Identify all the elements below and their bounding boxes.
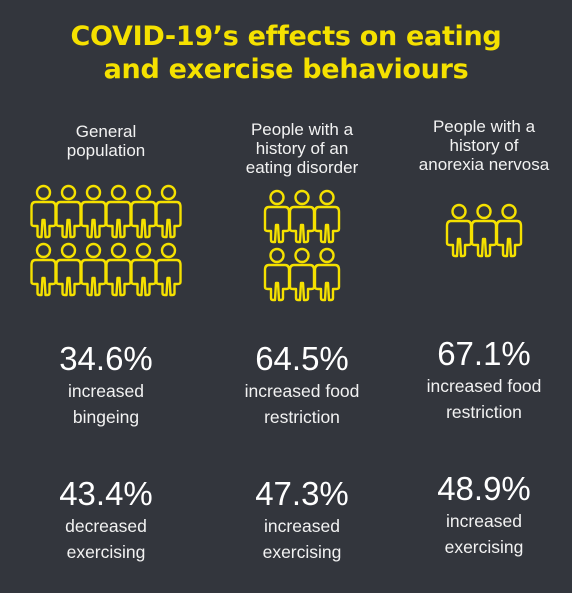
stat-percent: 34.6%: [59, 340, 153, 377]
stat-description-line: exercising: [444, 537, 524, 557]
group-label: People with a history of anorexia nervos…: [394, 117, 572, 174]
person-icon-grid: [263, 189, 341, 302]
people-icons: [212, 188, 392, 313]
stat-percent: 67.1%: [437, 335, 531, 372]
stat-1: 64.5% increased food restriction: [212, 340, 392, 430]
person-outline-icon: [130, 184, 157, 239]
group-anorexia-history: People with a history of anorexia nervos…: [394, 0, 572, 593]
person-outline-icon: [445, 203, 473, 258]
person-outline-icon: [495, 203, 523, 258]
person-outline-icon: [288, 189, 316, 244]
stat-2: 47.3% increased exercising: [212, 475, 392, 565]
stat-percent: 64.5%: [255, 340, 349, 377]
stat-description-line: restriction: [264, 407, 340, 427]
person-outline-icon: [30, 184, 57, 239]
stat-description-line: increased food: [244, 381, 360, 401]
person-outline-icon: [470, 203, 498, 258]
stat-description-line: decreased: [65, 516, 147, 536]
stat-description-line: exercising: [66, 542, 146, 562]
stat-percent: 47.3%: [255, 475, 349, 512]
title-line-1: COVID-19’s effects on eating: [70, 21, 502, 52]
group-label-line: General: [75, 122, 137, 141]
group-label: People with a history of an eating disor…: [212, 120, 392, 177]
person-outline-icon: [155, 184, 182, 239]
stat-percent: 43.4%: [59, 475, 153, 512]
person-outline-icon: [105, 184, 132, 239]
group-label-line: eating disorder: [245, 158, 359, 177]
person-outline-icon: [313, 189, 341, 244]
group-general-population: General population 34.6% increased binge…: [16, 0, 196, 593]
group-label: General population: [16, 122, 196, 160]
group-label-line: People with a: [250, 120, 354, 139]
stat-2: 48.9% increased exercising: [394, 470, 572, 560]
person-outline-icon: [288, 247, 316, 302]
group-label-line: People with a: [432, 117, 536, 136]
group-label-line: population: [66, 141, 146, 160]
stat-description-line: restriction: [446, 402, 522, 422]
group-label-line: history of: [449, 136, 519, 155]
stat-1: 67.1% increased food restriction: [394, 335, 572, 425]
stat-2: 43.4% decreased exercising: [16, 475, 196, 565]
person-outline-icon: [55, 242, 82, 297]
person-outline-icon: [263, 247, 291, 302]
person-outline-icon: [263, 189, 291, 244]
stat-description-line: increased: [68, 381, 144, 401]
person-outline-icon: [55, 184, 82, 239]
stat-percent: 48.9%: [437, 470, 531, 507]
title-line-2: and exercise behaviours: [103, 54, 469, 85]
person-icon-grid: [445, 203, 523, 258]
people-icons: [16, 183, 196, 308]
person-outline-icon: [105, 242, 132, 297]
person-outline-icon: [130, 242, 157, 297]
person-outline-icon: [30, 242, 57, 297]
person-outline-icon: [155, 242, 182, 297]
stat-description-line: exercising: [262, 542, 342, 562]
group-label-line: history of an: [255, 139, 349, 158]
people-icons: [394, 202, 572, 327]
stat-description-line: increased food: [426, 376, 542, 396]
group-label-line: anorexia nervosa: [418, 155, 550, 174]
person-outline-icon: [313, 247, 341, 302]
group-eating-disorder-history: People with a history of an eating disor…: [212, 0, 392, 593]
person-icon-grid: [30, 184, 182, 297]
person-outline-icon: [80, 242, 107, 297]
stat-description-line: increased: [446, 511, 522, 531]
stat-1: 34.6% increased bingeing: [16, 340, 196, 430]
stat-description-line: bingeing: [72, 407, 140, 427]
person-outline-icon: [80, 184, 107, 239]
stat-description-line: increased: [264, 516, 340, 536]
page-title: COVID-19’s effects on eating and exercis…: [0, 20, 572, 86]
